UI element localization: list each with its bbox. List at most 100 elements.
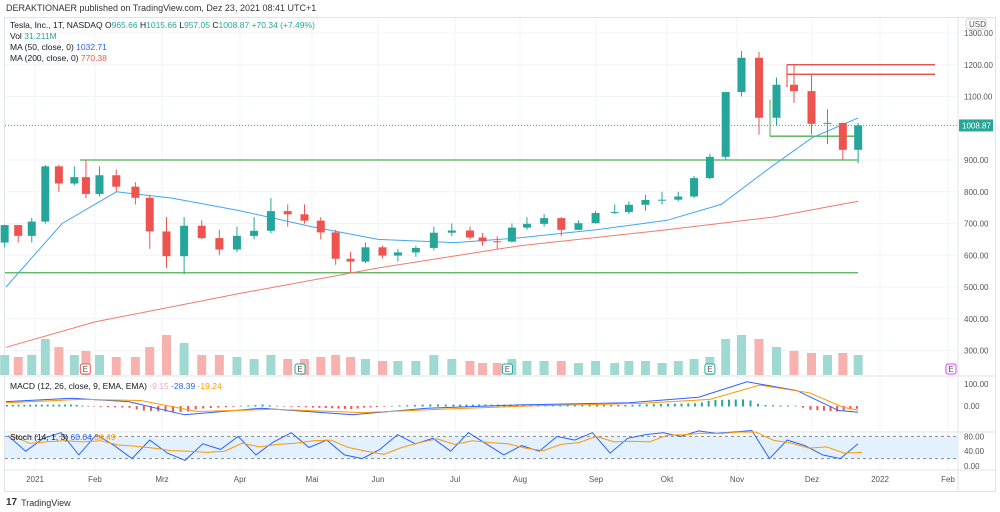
volume-label[interactable]: Vol [10, 31, 22, 41]
candle-body [54, 166, 63, 184]
macd-histogram-bar [459, 404, 462, 407]
macd-histogram-bar [247, 405, 250, 407]
x-tick-label: Dez [805, 475, 819, 484]
symbol-label[interactable]: Tesla, Inc., 1T, NASDAQ [10, 20, 103, 30]
macd-histogram-bar [398, 405, 401, 407]
macd-histogram-bar [588, 404, 591, 407]
candle-body [705, 156, 714, 179]
volume-bar [591, 361, 601, 375]
candle-body [823, 122, 832, 124]
macd-histogram-bar [99, 406, 102, 407]
macd-histogram-bar [121, 406, 124, 408]
macd-histogram-bar [757, 403, 759, 407]
candle-body [429, 232, 438, 248]
candle-body [755, 57, 763, 118]
macd-histogram-bar [478, 404, 481, 407]
macd-histogram-bar [93, 406, 96, 407]
volume-bar [447, 359, 457, 375]
macd-histogram-bar [707, 400, 710, 407]
volume-bar [539, 361, 549, 375]
macd-histogram-bar [75, 404, 78, 407]
candle-body [591, 213, 600, 224]
earnings-marker-icon [704, 363, 716, 375]
volume-bar [673, 361, 683, 375]
ma200-line [5, 200, 859, 348]
ma50-line [5, 117, 859, 288]
macd-histogram-bar [150, 406, 153, 411]
macd-histogram-bar [324, 406, 327, 409]
candle-body [331, 232, 340, 259]
volume-bar [249, 359, 259, 375]
macd-histogram-bar [673, 403, 676, 407]
macd-histogram-bar [179, 406, 182, 412]
x-tick-label: Sep [589, 475, 604, 484]
open-value: 965.66 [111, 20, 138, 30]
y-tick-label: 700.00 [964, 220, 989, 229]
macd-histogram-bar [566, 404, 569, 407]
macd-histogram-bar [268, 405, 271, 407]
macd-histogram-bar [261, 404, 264, 407]
macd-hist-value: -9.15 [149, 381, 169, 391]
volume-bar [331, 355, 341, 375]
price-legend: Tesla, Inc., 1T, NASDAQ O965.66 H1015.66… [10, 20, 315, 63]
earnings-marker-label: E [505, 365, 510, 374]
macd-histogram-bar [471, 404, 474, 407]
candle-body [674, 196, 683, 200]
earnings-marker-icon [79, 363, 91, 375]
candle-body [316, 220, 325, 233]
macd-label[interactable]: MACD (12, 26, close, 9, EMA, EMA) [10, 381, 147, 391]
macd-histogram-bar [406, 405, 409, 407]
candle-body [540, 218, 549, 224]
close-value: 1008.87 [218, 20, 250, 30]
macd-histogram-bar [829, 406, 832, 412]
volume-bar [478, 363, 488, 375]
footer: 17 TradingView [6, 497, 71, 508]
macd-histogram-bar [240, 405, 242, 407]
macd-histogram-bar [35, 404, 37, 407]
macd-histogram-bar [52, 404, 55, 407]
candle-body [361, 247, 370, 262]
macd-histogram-bar [81, 405, 84, 407]
macd-histogram-bar [304, 406, 307, 408]
stoch-label[interactable]: Stoch (14, 1, 3) [10, 432, 69, 442]
published-info: DERAKTIONAER published on TradingView.co… [6, 3, 317, 13]
macd-histogram-bar [749, 400, 752, 407]
volume-bar [522, 361, 532, 375]
earnings-marker-icon [294, 363, 306, 375]
candle-body [737, 57, 746, 93]
macd-histogram-bar [444, 404, 447, 407]
macd-histogram-bar [297, 406, 300, 408]
x-tick-label: Jul [450, 475, 460, 484]
candle-body [411, 247, 420, 253]
volume-bar [393, 361, 403, 375]
macd-histogram-bar [645, 404, 648, 407]
y-tick-label: 300.00 [964, 347, 989, 356]
macd-histogram-bar [721, 399, 724, 407]
candle-body [790, 84, 798, 92]
macd-histogram-bar [17, 404, 20, 407]
macd-histogram-bar [172, 406, 175, 412]
volume-bar [822, 355, 832, 375]
macd-histogram-bar [573, 404, 576, 407]
macd-histogram-bar [40, 404, 43, 407]
macd-histogram-bar [734, 399, 737, 407]
macd-histogram-bar [318, 406, 321, 408]
candle-body [14, 225, 23, 236]
stoch-d-value: 38.49 [94, 432, 116, 442]
candle-body [266, 211, 275, 231]
macd-legend: MACD (12, 26, close, 9, EMA, EMA) -9.15 … [10, 381, 222, 391]
ma200-label[interactable]: MA (200, close, 0) [10, 53, 79, 63]
macd-histogram-bar [816, 406, 819, 411]
macd-histogram-bar [69, 404, 72, 407]
macd-histogram-bar [465, 404, 468, 407]
volume-bar [838, 353, 848, 375]
volume-bar [737, 335, 746, 375]
ma50-label[interactable]: MA (50, close, 0) [10, 42, 74, 52]
earnings-marker-label: E [83, 365, 88, 374]
currency-badge [965, 18, 987, 30]
macd-histogram-bar [87, 405, 90, 407]
volume-bar [772, 347, 781, 375]
macd-histogram-bar [617, 405, 620, 407]
macd-histogram-bar [202, 406, 205, 409]
